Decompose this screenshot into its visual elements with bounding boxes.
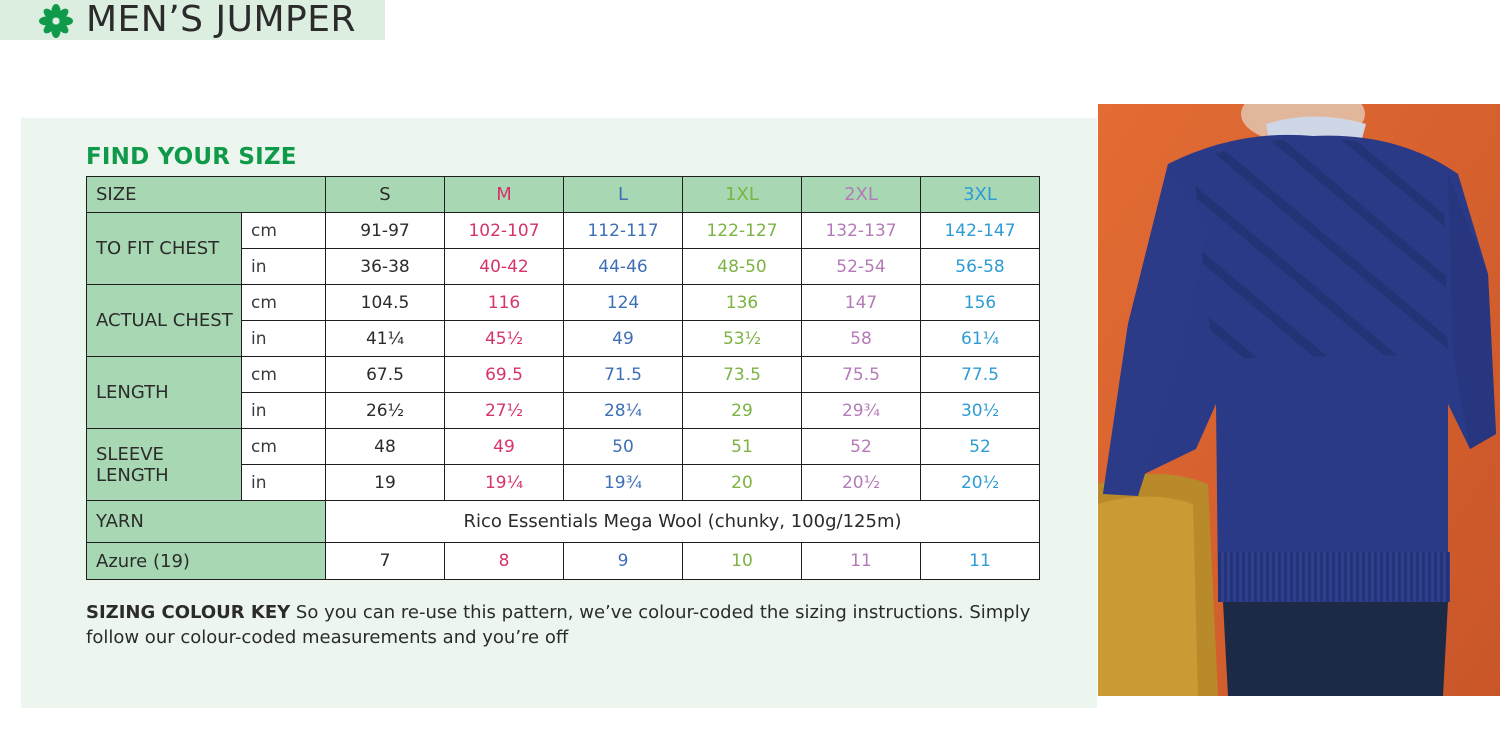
- table-cell: 11: [801, 542, 921, 580]
- table-cell: 40-42: [444, 248, 564, 285]
- table-cell: 44-46: [563, 248, 683, 285]
- table-cell: 102-107: [444, 212, 564, 249]
- size-header-row: SIZE S M L 1XL 2XL 3XL: [86, 176, 1040, 213]
- table-cell: 19¼: [444, 464, 564, 501]
- table-cell: 9: [563, 542, 683, 580]
- unit-cm: cm: [241, 284, 326, 321]
- table-cell: 48: [325, 428, 445, 465]
- table-cell: 61¼: [920, 320, 1040, 357]
- sizing-colour-key: SIZING COLOUR KEY So you can re-use this…: [86, 600, 1046, 650]
- table-cell: 91-97: [325, 212, 445, 249]
- table-cell: 8: [444, 542, 564, 580]
- size-1xl: 1XL: [682, 176, 802, 213]
- table-cell: 75.5: [801, 356, 921, 393]
- row-label-actual-chest: ACTUAL CHEST: [86, 284, 242, 357]
- table-cell: 20: [682, 464, 802, 501]
- unit-cm: cm: [241, 356, 326, 393]
- table-cell: 52-54: [801, 248, 921, 285]
- table-cell: 20½: [920, 464, 1040, 501]
- table-cell: 104.5: [325, 284, 445, 321]
- sleeve-label-line2: LENGTH: [96, 464, 169, 486]
- table-row: LENGTH cm 67.5 69.5 71.5 73.5 75.5 77.5: [86, 356, 1040, 429]
- row-label-length: LENGTH: [86, 356, 242, 429]
- table-cell: 142-147: [920, 212, 1040, 249]
- page-title: MEN’S JUMPER: [86, 0, 356, 40]
- sleeve-label-line1: SLEEVE: [96, 443, 164, 465]
- table-row: in 26½ 27½ 28¼ 29 29¾ 30½: [87, 392, 1040, 429]
- table-cell: 73.5: [682, 356, 802, 393]
- unit-in: in: [241, 392, 326, 429]
- table-cell: 147: [801, 284, 921, 321]
- key-heading: SIZING COLOUR KEY: [86, 602, 291, 623]
- table-cell: 52: [801, 428, 921, 465]
- table-cell: 71.5: [563, 356, 683, 393]
- table-cell: 52: [920, 428, 1040, 465]
- yarn-row: YARN Rico Essentials Mega Wool (chunky, …: [86, 500, 1040, 543]
- table-cell: 45½: [444, 320, 564, 357]
- unit-cm: cm: [241, 212, 326, 249]
- size-l: L: [563, 176, 683, 213]
- table-row: in 36-38 40-42 44-46 48-50 52-54 56-58: [87, 248, 1040, 285]
- table-cell: 69.5: [444, 356, 564, 393]
- table-cell: 19: [325, 464, 445, 501]
- table-cell: 19¾: [563, 464, 683, 501]
- table-cell: 11: [920, 542, 1040, 580]
- flower-icon: [39, 4, 73, 38]
- table-cell: 48-50: [682, 248, 802, 285]
- table-cell: 49: [563, 320, 683, 357]
- table-row: in 19 19¼ 19¾ 20 20½ 20½: [87, 464, 1040, 501]
- table-cell: 10: [682, 542, 802, 580]
- table-cell: 29: [682, 392, 802, 429]
- table-cell: 136: [682, 284, 802, 321]
- colour-label: Azure (19): [86, 542, 326, 580]
- table-cell: 58: [801, 320, 921, 357]
- table-row: SLEEVE LENGTH cm 48 49 50 51 52 52: [86, 428, 1040, 501]
- table-cell: 27½: [444, 392, 564, 429]
- table-cell: 124: [563, 284, 683, 321]
- row-label-sleeve-length: SLEEVE LENGTH: [86, 428, 242, 501]
- unit-in: in: [241, 464, 326, 501]
- table-cell: 53½: [682, 320, 802, 357]
- unit-cm: cm: [241, 428, 326, 465]
- size-table: SIZE S M L 1XL 2XL 3XL TO FIT CHEST cm 9…: [86, 176, 1040, 580]
- table-cell: 132-137: [801, 212, 921, 249]
- unit-in: in: [241, 320, 326, 357]
- table-cell: 28¼: [563, 392, 683, 429]
- table-cell: 29¾: [801, 392, 921, 429]
- table-row: ACTUAL CHEST cm 104.5 116 124 136 147 15…: [86, 284, 1040, 357]
- table-cell: 49: [444, 428, 564, 465]
- table-cell: 156: [920, 284, 1040, 321]
- table-cell: 122-127: [682, 212, 802, 249]
- table-cell: 116: [444, 284, 564, 321]
- size-2xl: 2XL: [801, 176, 921, 213]
- table-cell: 56-58: [920, 248, 1040, 285]
- table-cell: 26½: [325, 392, 445, 429]
- jumper-photo: [1098, 104, 1500, 696]
- unit-in: in: [241, 248, 326, 285]
- table-cell: 67.5: [325, 356, 445, 393]
- row-label-to-fit-chest: TO FIT CHEST: [86, 212, 242, 285]
- yarn-label: YARN: [86, 500, 326, 543]
- table-cell: 20½: [801, 464, 921, 501]
- section-title: FIND YOUR SIZE: [86, 144, 297, 170]
- table-cell: 36-38: [325, 248, 445, 285]
- table-cell: 112-117: [563, 212, 683, 249]
- table-cell: 41¼: [325, 320, 445, 357]
- size-3xl: 3XL: [920, 176, 1040, 213]
- table-row: TO FIT CHEST cm 91-97 102-107 112-117 12…: [86, 212, 1040, 285]
- size-m: M: [444, 176, 564, 213]
- table-cell: 77.5: [920, 356, 1040, 393]
- key-text: So you can re-use this pattern, we’ve co…: [86, 602, 1031, 648]
- table-cell: 30½: [920, 392, 1040, 429]
- yarn-value: Rico Essentials Mega Wool (chunky, 100g/…: [325, 500, 1040, 543]
- size-s: S: [325, 176, 445, 213]
- table-cell: 51: [682, 428, 802, 465]
- table-cell: 50: [563, 428, 683, 465]
- colour-row: Azure (19) 7 8 9 10 11 11: [86, 542, 1040, 580]
- header-banner: MEN’S JUMPER: [0, 0, 385, 40]
- size-label: SIZE: [86, 176, 326, 213]
- table-cell: 7: [325, 542, 445, 580]
- jumper-illustration: [1098, 104, 1500, 696]
